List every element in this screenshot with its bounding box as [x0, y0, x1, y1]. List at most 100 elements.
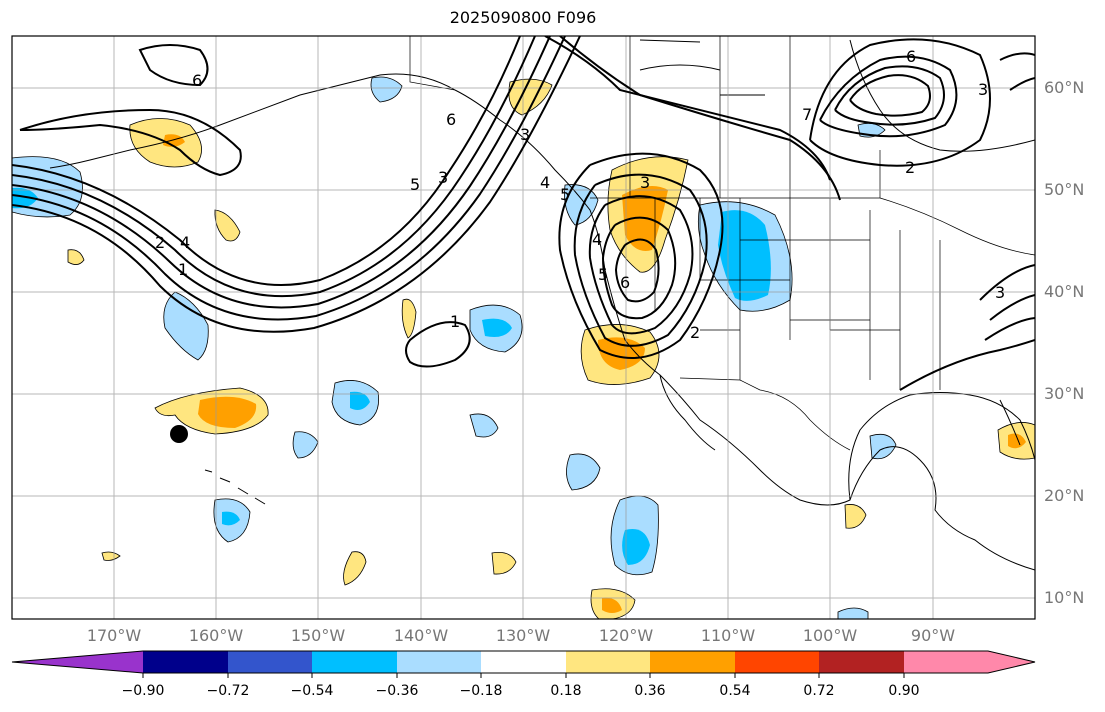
contour-line — [834, 65, 945, 126]
anomaly-negative-region — [469, 413, 499, 438]
lon-label: 100°W — [802, 626, 858, 645]
contour-line — [558, 152, 724, 359]
contour-label: 7 — [802, 105, 812, 124]
contour-label: 4 — [180, 233, 190, 252]
point-marker — [170, 425, 188, 443]
contour-line — [544, 36, 831, 181]
colorbar-segment — [735, 651, 819, 673]
contour-line — [999, 52, 1035, 91]
colorbar-tick-label: 0.90 — [888, 683, 920, 699]
anomaly-positive-core — [1008, 433, 1026, 449]
contour-label: 3 — [438, 168, 448, 187]
contour-line — [12, 36, 536, 298]
contour-label: 5 — [410, 175, 420, 194]
contour-label: 6 — [620, 273, 630, 292]
contour-label: 3 — [995, 283, 1005, 302]
anomaly-negative-region — [292, 431, 319, 459]
contour-label: 6 — [446, 110, 456, 129]
baja-coastline — [659, 374, 716, 451]
state-borders — [654, 198, 941, 390]
anomaly-positive-region — [491, 552, 517, 575]
anomaly-negative-core — [718, 210, 771, 301]
contour-line — [138, 44, 209, 87]
anomaly-negative-region — [566, 453, 601, 491]
canada-province-borders — [629, 36, 881, 198]
florida-coastline — [999, 399, 1021, 446]
contour-line — [588, 195, 694, 335]
lat-label: 10°N — [1044, 588, 1085, 607]
contour-label: 3 — [640, 173, 650, 192]
colorbar-segment — [904, 651, 988, 673]
northern-islands — [639, 39, 765, 96]
north-america-coastline — [454, 89, 1035, 571]
contour-line — [809, 38, 991, 167]
contour-line — [601, 216, 677, 320]
anomaly-negative-region — [163, 291, 209, 361]
anomaly-positive-region — [67, 249, 85, 265]
colorbar-extend-low — [12, 651, 143, 673]
anomaly-negative-region — [564, 184, 599, 226]
anomaly-positive-region — [101, 551, 121, 561]
contour-line — [12, 36, 551, 309]
lon-label: 90°W — [910, 626, 956, 645]
contour-label: 2 — [155, 233, 165, 252]
lat-label: 30°N — [1044, 384, 1085, 403]
colorbar-tick-label: −0.54 — [290, 683, 334, 699]
contour-lines — [12, 36, 1035, 391]
contour-label: 4 — [540, 173, 550, 192]
colorbar-tick-label: −0.90 — [121, 683, 165, 699]
anomaly-positive-region — [844, 504, 867, 529]
anomaly-negative-core — [622, 529, 650, 565]
lon-label: 130°W — [495, 626, 551, 645]
gridlines — [12, 36, 1035, 619]
us-canada-border — [590, 197, 1035, 256]
contour-label: 2 — [690, 323, 700, 342]
contour-label: 4 — [592, 230, 602, 249]
contour-labels: 6 3 5 3 2 4 1 1 3 4 5 6 2 4 5 6 7 2 3 6 … — [155, 47, 1005, 342]
colorbar-segment — [650, 651, 735, 673]
anomaly-positive-core — [602, 597, 622, 613]
alaska-coastline — [129, 73, 456, 151]
aleutian-chain — [49, 149, 131, 169]
contour-label: 1 — [450, 312, 460, 331]
contour-label: 6 — [192, 71, 202, 90]
colorbar — [11, 650, 1036, 678]
colorbar-segment — [819, 651, 904, 673]
contour-label: 5 — [598, 265, 608, 284]
contour-line — [12, 36, 521, 286]
contour-label: 5 — [560, 185, 570, 204]
lon-label: 120°W — [598, 626, 654, 645]
colorbar-segment — [481, 651, 566, 673]
lat-label: 40°N — [1044, 282, 1085, 301]
colorbar-segment — [228, 651, 312, 673]
lon-label: 110°W — [700, 626, 756, 645]
colorbar-tick-label: 0.18 — [550, 683, 582, 699]
colorbar-tick-label: 0.36 — [634, 683, 666, 699]
colorbar-segment — [143, 651, 228, 673]
colorbar-segment — [312, 651, 397, 673]
anomaly-negative-region — [837, 607, 869, 619]
colorbar-segment — [397, 651, 481, 673]
colorbar-tick-label: −0.18 — [459, 683, 503, 699]
contour-label: 3 — [978, 80, 988, 99]
anomaly-negative-core — [222, 511, 240, 526]
contour-label: 2 — [905, 158, 915, 177]
map-frame — [11, 35, 1036, 620]
contour-line — [19, 108, 242, 177]
lon-label: 140°W — [393, 626, 449, 645]
map-title: 2025090800 F096 — [449, 8, 597, 27]
colorbar-segment — [566, 651, 650, 673]
contour-line — [899, 339, 1035, 391]
contour-label: 3 — [520, 125, 530, 144]
contour-line — [614, 238, 660, 303]
gulf-coastline — [848, 392, 1035, 501]
contour-line — [559, 36, 841, 201]
anomaly-positive-region — [214, 209, 241, 242]
anomaly-negative-core — [350, 391, 370, 410]
contour-line — [12, 36, 581, 333]
lon-label: 160°W — [188, 626, 244, 645]
colorbar-tick-label: 0.54 — [719, 683, 751, 699]
alaska-canada-border — [409, 36, 456, 91]
anomaly-negative-region — [869, 433, 897, 460]
